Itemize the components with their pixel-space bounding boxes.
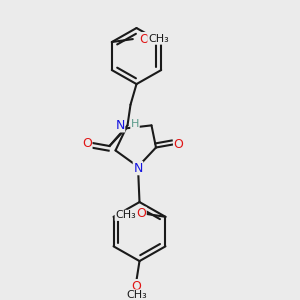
Text: N: N xyxy=(133,162,143,175)
Text: O: O xyxy=(174,138,183,151)
Text: O: O xyxy=(132,280,141,292)
Text: O: O xyxy=(139,33,149,46)
Text: CH₃: CH₃ xyxy=(148,34,169,44)
Text: N: N xyxy=(115,119,125,132)
Text: CH₃: CH₃ xyxy=(115,210,136,220)
Text: O: O xyxy=(136,207,146,220)
Text: H: H xyxy=(131,119,139,129)
Text: O: O xyxy=(82,136,92,150)
Text: CH₃: CH₃ xyxy=(126,290,147,300)
